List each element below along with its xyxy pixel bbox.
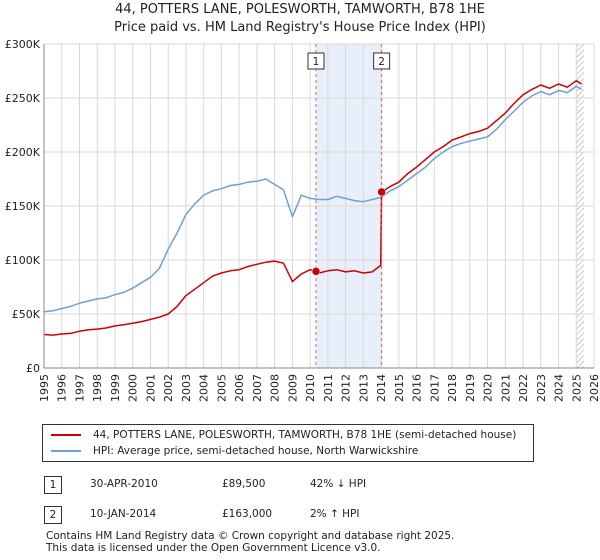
sale-badge-2: 2 xyxy=(44,506,62,524)
x-tick-label: 2017 xyxy=(428,374,441,402)
x-tick-label: 1997 xyxy=(73,374,86,402)
hpi-line xyxy=(43,85,582,313)
chart-title: 44, POTTERS LANE, POLESWORTH, TAMWORTH, … xyxy=(115,2,485,17)
sale-label-box xyxy=(373,52,391,70)
x-tick-label: 2018 xyxy=(446,374,459,402)
x-tick-label: 2011 xyxy=(322,374,335,402)
x-tick-label: 2015 xyxy=(393,374,406,402)
sale-hpi-2: 2% ↑ HPI xyxy=(310,508,360,520)
legend-label-property: 44, POTTERS LANE, POLESWORTH, TAMWORTH, … xyxy=(93,429,517,441)
legend-item-hpi: HPI: Average price, semi-detached house,… xyxy=(51,445,418,457)
sale-label-box xyxy=(307,52,325,70)
y-tick-label: £150K xyxy=(5,200,41,213)
sale-label-text: 1 xyxy=(313,56,320,68)
x-tick-label: 2009 xyxy=(286,374,299,402)
sale-row-2: 2 10-JAN-2014 £163,000 2% ↑ HPI xyxy=(44,506,564,524)
x-tick-label: 2013 xyxy=(357,374,370,402)
sale-date-1: 30-APR-2010 xyxy=(90,478,158,490)
legend: 44, POTTERS LANE, POLESWORTH, TAMWORTH, … xyxy=(42,424,534,462)
y-tick-label: £200K xyxy=(5,146,41,159)
x-tick-label: 2022 xyxy=(517,374,530,402)
y-tick-label: £250K xyxy=(5,92,41,105)
x-tick-label: 2019 xyxy=(464,374,477,402)
sale-point xyxy=(377,187,386,197)
footer-copyright: Contains HM Land Registry data © Crown c… xyxy=(46,530,455,542)
price-chart: 1 2 £0 £50K £100K £150K £200K £250K £300K 1995 19… xyxy=(5,38,600,402)
x-tick-label: 2023 xyxy=(535,374,548,402)
legend-swatch-hpi xyxy=(51,450,81,452)
x-tick-label: 2025 xyxy=(570,374,583,402)
x-tick-label: 2001 xyxy=(144,374,157,402)
x-tick-label: 2016 xyxy=(411,374,424,402)
x-tick-label: 1998 xyxy=(91,374,104,402)
x-tick-label: 2014 xyxy=(375,374,388,402)
x-tick-label: 2006 xyxy=(233,374,246,402)
y-tick-label: £100K xyxy=(5,254,41,267)
sale-price-1: £89,500 xyxy=(222,478,266,490)
x-tick-label: 1996 xyxy=(56,374,69,402)
chart-subtitle: Price paid vs. HM Land Registry's House … xyxy=(114,20,486,35)
x-tick-label: 2021 xyxy=(499,374,512,402)
x-tick-label: 1999 xyxy=(109,374,122,402)
x-tick-label: 2020 xyxy=(482,374,495,402)
legend-swatch-property xyxy=(51,434,81,436)
footer-licence: This data is licensed under the Open Gov… xyxy=(46,542,381,554)
y-tick-label: £0 xyxy=(26,362,40,375)
x-tick-label: 2004 xyxy=(198,374,211,402)
x-tick-label: 2007 xyxy=(251,374,264,402)
y-tick-label: £50K xyxy=(12,308,41,321)
legend-label-hpi: HPI: Average price, semi-detached house,… xyxy=(93,445,419,457)
x-tick-label: 2005 xyxy=(215,374,228,402)
sale-hpi-1: 42% ↓ HPI xyxy=(310,478,367,490)
sale-row-1: 1 30-APR-2010 £89,500 42% ↓ HPI xyxy=(44,476,564,494)
x-tick-label: 2024 xyxy=(553,374,566,402)
x-tick-label: 1995 xyxy=(38,374,51,402)
x-tick-label: 2000 xyxy=(127,374,140,402)
y-tick-label: £300K xyxy=(5,38,41,51)
x-tick-label: 2002 xyxy=(162,374,175,402)
legend-item-property: 44, POTTERS LANE, POLESWORTH, TAMWORTH, … xyxy=(51,429,516,441)
sale-point xyxy=(311,267,321,276)
sale-label-text: 2 xyxy=(378,56,385,68)
sale-badge-1: 1 xyxy=(44,476,62,494)
x-tick-label: 2008 xyxy=(269,374,282,402)
sale-date-2: 10-JAN-2014 xyxy=(90,508,157,520)
x-tick-label: 2026 xyxy=(588,374,600,402)
x-tick-label: 2012 xyxy=(340,374,353,402)
x-tick-label: 2003 xyxy=(180,374,193,402)
sale-price-2: £163,000 xyxy=(222,508,273,520)
x-tick-label: 2010 xyxy=(304,374,317,402)
